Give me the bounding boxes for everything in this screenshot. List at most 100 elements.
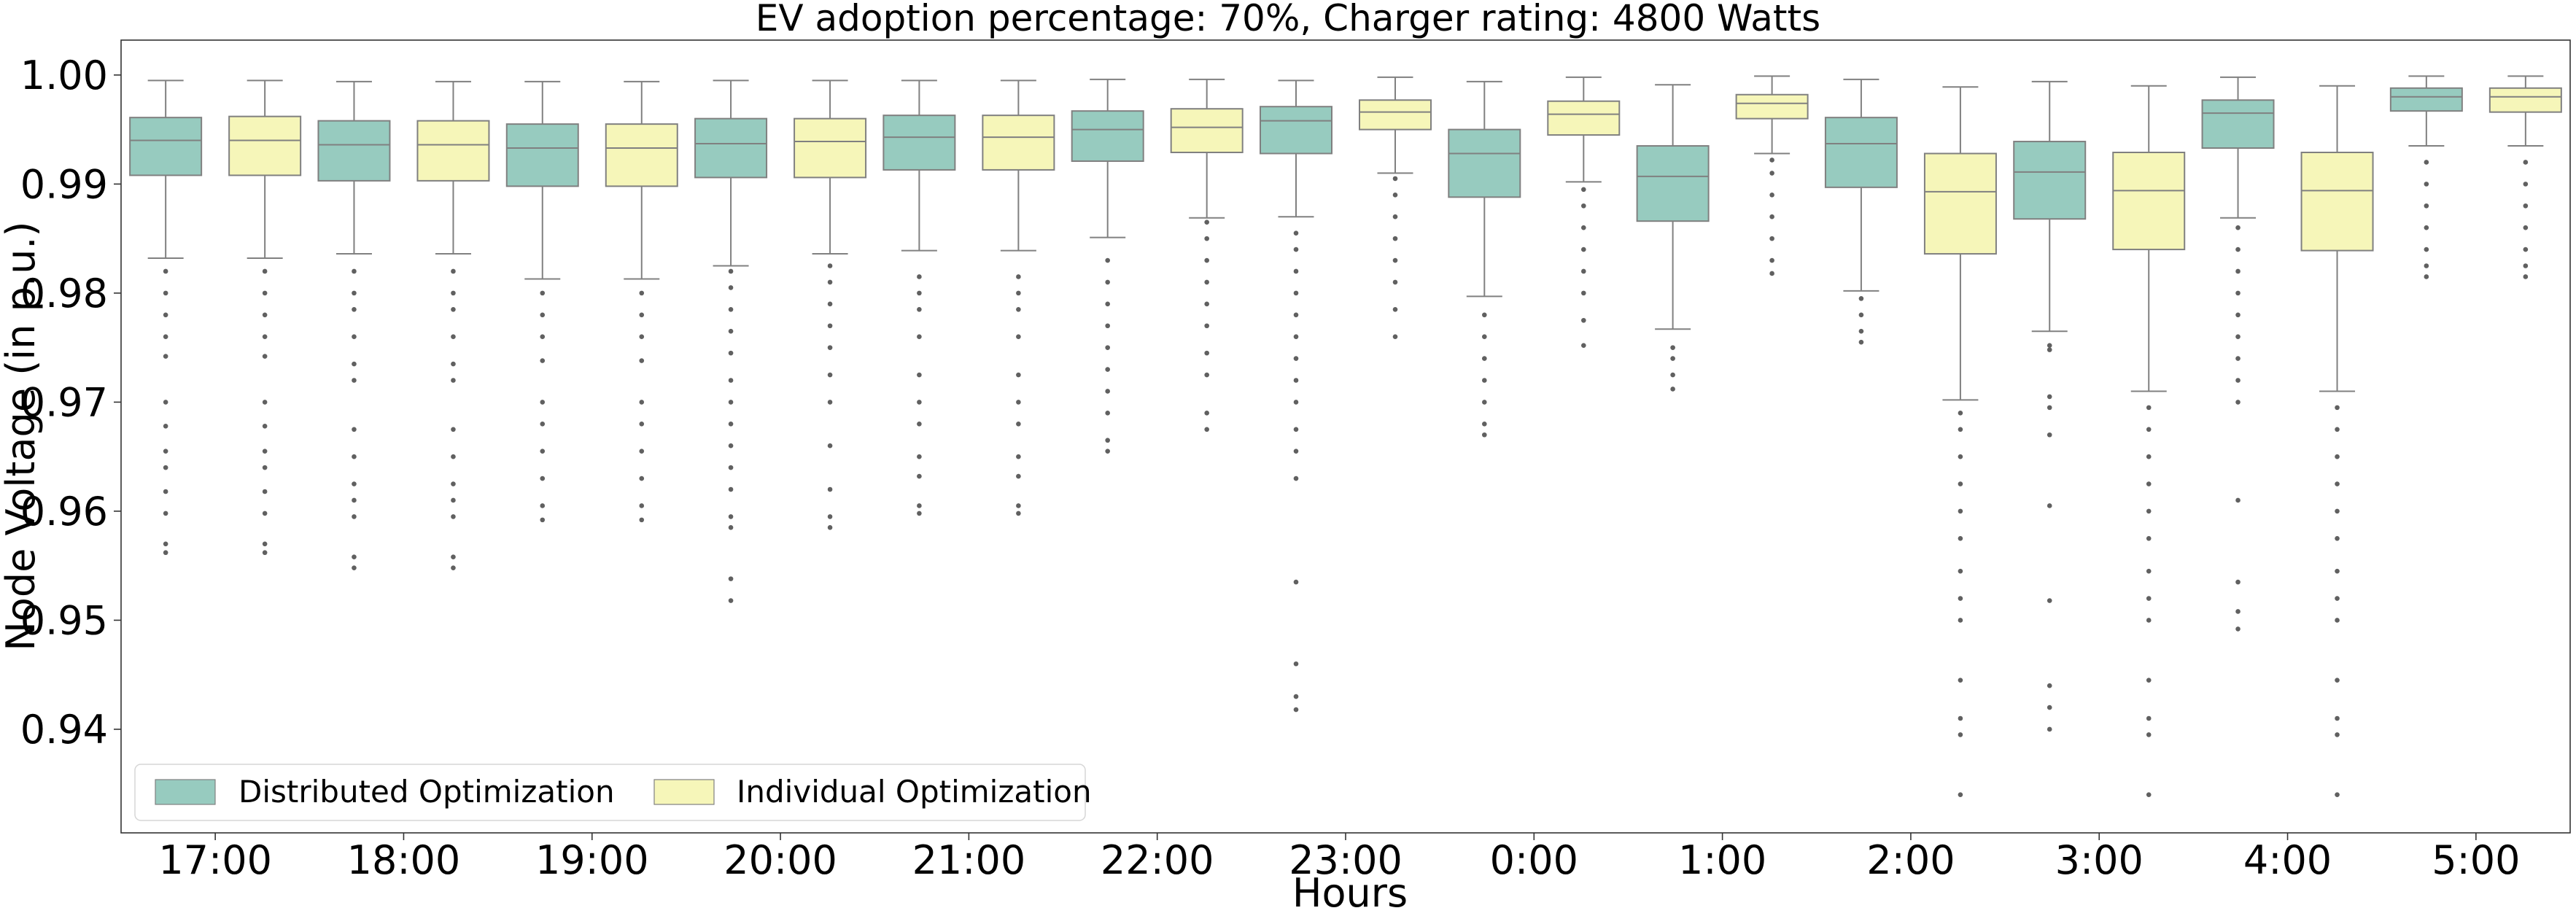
outlier-point: [352, 454, 357, 459]
outlier-point: [451, 334, 456, 339]
outlier-point: [262, 290, 268, 296]
boxes-layer: [129, 75, 2562, 797]
outlier-point: [917, 503, 922, 508]
outlier-point: [728, 378, 734, 383]
box-group: [1735, 75, 1809, 276]
outlier-point: [2235, 290, 2241, 296]
outlier-point: [163, 541, 168, 547]
outlier-point: [262, 334, 268, 339]
chart-title: EV adoption percentage: 70%, Charger rat…: [756, 0, 1820, 39]
outlier-point: [352, 554, 357, 560]
outlier-point: [352, 334, 357, 339]
outlier-point: [827, 279, 833, 285]
outlier-point: [262, 354, 268, 359]
box-group: [882, 79, 956, 516]
y-tick-label: 0.94: [20, 707, 108, 753]
outlier-point: [352, 307, 357, 312]
outlier-point: [1858, 312, 1864, 318]
outlier-point: [2335, 792, 2340, 797]
box-group: [2112, 85, 2186, 797]
x-tick-label: 19:00: [535, 837, 649, 883]
outlier-point: [917, 454, 922, 459]
outlier-point: [2235, 400, 2241, 405]
outlier-point: [2235, 334, 2241, 339]
outlier-point: [1769, 171, 1774, 176]
box-iqr: [794, 117, 867, 179]
box-iqr: [2389, 87, 2463, 112]
outlier-point: [1958, 678, 1963, 683]
box-iqr: [2112, 152, 2186, 251]
box-group: [1260, 79, 1332, 713]
box-group: [794, 79, 867, 530]
outlier-point: [2047, 683, 2052, 688]
outlier-point: [639, 422, 645, 427]
outlier-point: [1581, 343, 1586, 348]
outlier-point: [2335, 427, 2340, 432]
box-iqr: [1260, 106, 1332, 155]
outlier-point: [1204, 279, 1209, 285]
box-iqr: [1547, 100, 1621, 136]
outlier-point: [451, 290, 456, 296]
outlier-point: [728, 443, 734, 449]
outlier-point: [1016, 307, 1021, 312]
outlier-point: [451, 454, 456, 459]
x-tick-label: 22:00: [1101, 837, 1214, 883]
outlier-point: [2047, 705, 2052, 710]
outlier-point: [1204, 323, 1209, 329]
outlier-point: [1105, 367, 1110, 372]
outlier-point: [540, 312, 546, 318]
outlier-point: [1392, 307, 1398, 312]
outlier-point: [2523, 160, 2529, 165]
outlier-point: [1293, 707, 1299, 713]
outlier-point: [728, 486, 734, 492]
box-group: [1071, 78, 1144, 454]
box-group: [1448, 80, 1521, 438]
outlier-point: [163, 449, 168, 454]
outlier-point: [2146, 535, 2152, 541]
box-iqr: [1636, 145, 1710, 222]
outlier-point: [1105, 449, 1110, 454]
outlier-point: [163, 354, 168, 359]
outlier-point: [1482, 334, 1487, 339]
outlier-point: [1105, 411, 1110, 416]
outlier-point: [2335, 568, 2340, 574]
outlier-point: [1293, 579, 1299, 585]
outlier-point: [728, 328, 734, 334]
outlier-point: [262, 511, 268, 516]
box-group: [982, 79, 1055, 516]
outlier-point: [2047, 503, 2052, 508]
y-axis-label: Node Voltage (in p.u.): [0, 221, 44, 651]
outlier-point: [1581, 247, 1586, 252]
outlier-point: [163, 400, 168, 405]
box-iqr: [982, 114, 1055, 171]
outlier-point: [827, 400, 833, 405]
outlier-point: [2146, 427, 2152, 432]
outlier-point: [1105, 279, 1110, 285]
outlier-point: [2335, 508, 2340, 514]
box-iqr: [2300, 152, 2374, 252]
outlier-point: [1016, 400, 1021, 405]
outlier-point: [1958, 454, 1963, 459]
outlier-point: [262, 541, 268, 547]
box-iqr: [1448, 128, 1521, 198]
outlier-point: [827, 301, 833, 307]
outlier-point: [2523, 263, 2529, 268]
box-group: [317, 80, 391, 570]
outlier-point: [2146, 715, 2152, 721]
outlier-point: [1293, 694, 1299, 699]
outlier-point: [540, 517, 546, 523]
outlier-point: [163, 489, 168, 494]
outlier-point: [2047, 347, 2052, 352]
outlier-point: [1581, 290, 1586, 296]
outlier-point: [352, 378, 357, 383]
outlier-point: [1293, 400, 1299, 405]
outlier-point: [540, 290, 546, 296]
y-tick-label: 0.95: [20, 597, 108, 643]
outlier-point: [2146, 508, 2152, 514]
box-group: [228, 79, 302, 556]
outlier-point: [451, 497, 456, 503]
outlier-point: [2523, 247, 2529, 252]
outlier-point: [1958, 508, 1963, 514]
box-iqr: [228, 115, 302, 176]
outlier-point: [1769, 193, 1774, 198]
